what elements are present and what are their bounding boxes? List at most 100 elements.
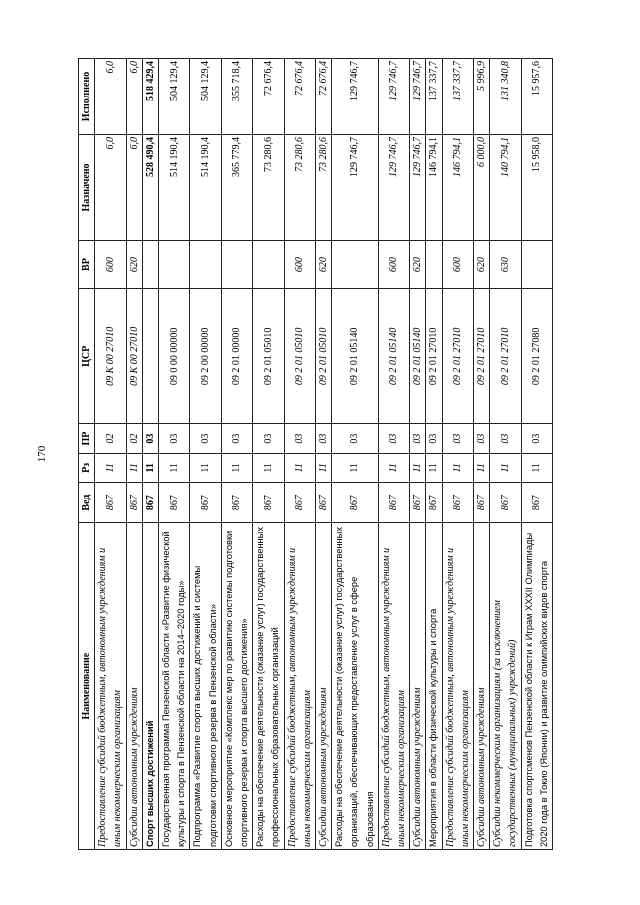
cell-ved: 867 <box>315 482 332 523</box>
cell-pr: 03 <box>425 423 443 454</box>
cell-pr: 02 <box>94 423 127 454</box>
cell-assigned: 6,0 <box>126 134 143 241</box>
cell-ved: 867 <box>473 482 490 523</box>
cell-executed: 504 129,4 <box>158 58 190 135</box>
cell-vr: 620 <box>126 240 143 289</box>
table-row: Предоставление субсидий бюджетным, автон… <box>284 58 316 850</box>
cell-name: Субсидии автономным учреждениям <box>315 522 332 850</box>
cell-pr: 03 <box>189 423 222 454</box>
cell-assigned: 146 794,1 <box>425 134 443 241</box>
cell-ved: 867 <box>189 482 222 523</box>
table-body: Предоставление субсидий бюджетным, автон… <box>94 58 553 850</box>
cell-name: Расходы на обеспечение деятельности (ока… <box>252 522 285 850</box>
header-row: Наименование Вед Рз ПР ЦСР ВР Назначено … <box>78 58 95 850</box>
cell-ved: 867 <box>409 482 426 523</box>
header-pr: ПР <box>78 423 95 454</box>
table-row: Субсидии автономным учреждениям 867 11 02 09… <box>126 58 143 850</box>
cell-vr: 600 <box>94 240 127 289</box>
cell-assigned: 140 794,1 <box>489 134 522 241</box>
table-row: Подготовка спортсменов Пензенской област… <box>521 58 553 850</box>
cell-name: Основное мероприятие «Комплекс мер по ра… <box>221 522 253 850</box>
cell-rz: 11 <box>221 453 253 483</box>
cell-name: Предоставление субсидий бюджетным, автон… <box>94 522 127 850</box>
table-row: Спорт высших достижений 867 11 03 528 490,4 5… <box>142 58 159 850</box>
cell-executed: 72 676,4 <box>284 58 316 135</box>
cell-executed: 15 957,6 <box>521 58 553 135</box>
cell-csr: 09 2 01 05140 <box>409 288 426 424</box>
cell-executed: 355 718,4 <box>221 58 253 135</box>
header-assigned: Назначено <box>78 134 95 241</box>
cell-assigned: 73 280,6 <box>252 134 285 241</box>
cell-pr: 03 <box>473 423 490 454</box>
cell-vr: 620 <box>409 240 426 289</box>
cell-ved: 867 <box>158 482 190 523</box>
table-row: Расходы на обеспечение деятельности (ока… <box>331 58 379 850</box>
cell-ved: 867 <box>221 482 253 523</box>
cell-assigned: 528 490,4 <box>142 134 159 241</box>
cell-ved: 867 <box>378 482 410 523</box>
table-row: Государственная программа Пензенской обл… <box>158 58 190 850</box>
cell-pr: 03 <box>442 423 474 454</box>
cell-csr: 09 2 00 00000 <box>189 288 222 424</box>
cell-assigned: 6 000,0 <box>473 134 490 241</box>
cell-pr: 03 <box>252 423 285 454</box>
cell-executed: 5 996,9 <box>473 58 490 135</box>
cell-executed: 518 429,4 <box>142 58 159 135</box>
cell-vr <box>331 240 379 289</box>
cell-vr: 630 <box>489 240 522 289</box>
cell-rz: 11 <box>409 453 426 483</box>
cell-executed: 72 676,4 <box>315 58 332 135</box>
header-vr: ВР <box>78 240 95 289</box>
cell-rz: 11 <box>425 453 443 483</box>
table-row: Субсидии некоммерческим организациям (за… <box>489 58 522 850</box>
table-row: Предоставление субсидий бюджетным, автон… <box>378 58 410 850</box>
cell-executed: 129 746,7 <box>409 58 426 135</box>
cell-pr: 03 <box>284 423 316 454</box>
cell-csr: 09 К 00 27010 <box>94 288 127 424</box>
cell-pr: 03 <box>409 423 426 454</box>
cell-executed: 137 337,7 <box>442 58 474 135</box>
cell-assigned: 15 958,0 <box>521 134 553 241</box>
cell-name: Государственная программа Пензенской обл… <box>158 522 190 850</box>
cell-csr: 09 2 01 05010 <box>315 288 332 424</box>
cell-pr: 02 <box>126 423 143 454</box>
page-number: 170 <box>36 445 48 463</box>
cell-executed: 129 746,7 <box>378 58 410 135</box>
cell-csr: 09 2 01 27010 <box>473 288 490 424</box>
cell-ved: 867 <box>331 482 379 523</box>
cell-rz: 11 <box>189 453 222 483</box>
cell-assigned: 73 280,6 <box>315 134 332 241</box>
header-csr: ЦСР <box>78 288 95 424</box>
cell-rz: 11 <box>315 453 332 483</box>
cell-executed: 504 129,4 <box>189 58 222 135</box>
cell-csr: 09 2 01 05010 <box>284 288 316 424</box>
table-row: Предоставление субсидий бюджетным, автон… <box>94 58 127 850</box>
cell-ved: 867 <box>252 482 285 523</box>
header-executed: Исполнено <box>78 58 95 135</box>
cell-pr: 03 <box>158 423 190 454</box>
cell-csr: 09 2 01 27010 <box>442 288 474 424</box>
cell-ved: 867 <box>126 482 143 523</box>
cell-csr: 09 0 00 00000 <box>158 288 190 424</box>
cell-assigned: 514 190,4 <box>189 134 222 241</box>
cell-rz: 11 <box>442 453 474 483</box>
cell-name: Предоставление субсидий бюджетным, автон… <box>378 522 410 850</box>
cell-assigned: 129 746,7 <box>409 134 426 241</box>
table-row: Предоставление субсидий бюджетным, автон… <box>442 58 474 850</box>
cell-csr: 09 2 01 05140 <box>331 288 379 424</box>
cell-csr <box>142 288 159 424</box>
table-row: Подпрограмма «Развитие спорта высших дос… <box>189 58 222 850</box>
cell-csr: 09 2 01 05010 <box>252 288 285 424</box>
cell-name: Расходы на обеспечение деятельности (ока… <box>331 522 379 850</box>
cell-vr <box>521 240 553 289</box>
cell-vr: 620 <box>473 240 490 289</box>
cell-vr <box>221 240 253 289</box>
cell-ved: 867 <box>142 482 159 523</box>
cell-pr: 03 <box>378 423 410 454</box>
cell-vr: 600 <box>378 240 410 289</box>
cell-executed: 72 676,4 <box>252 58 285 135</box>
cell-name: Предоставление субсидий бюджетным, автон… <box>284 522 316 850</box>
cell-pr: 03 <box>221 423 253 454</box>
cell-rz: 11 <box>284 453 316 483</box>
table-row: Основное мероприятие «Комплекс мер по ра… <box>221 58 253 850</box>
